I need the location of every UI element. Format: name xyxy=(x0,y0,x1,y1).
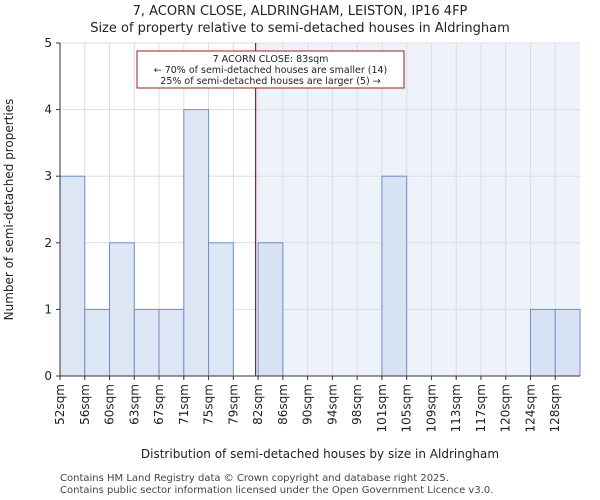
x-tick-label: 52sqm xyxy=(53,384,67,425)
annotation-line3: 25% of semi-detached houses are larger (… xyxy=(160,76,380,87)
x-tick-label: 79sqm xyxy=(226,384,240,425)
y-tick-label: 1 xyxy=(44,302,52,316)
x-tick-label: 128sqm xyxy=(548,384,562,432)
x-tick-label: 94sqm xyxy=(325,384,339,425)
x-tick-label: 117sqm xyxy=(474,384,488,432)
bar-56sqm xyxy=(84,308,111,377)
y-axis-title: Number of semi-detached properties xyxy=(2,99,16,321)
bar-67sqm xyxy=(158,308,185,377)
x-tick-label: 60sqm xyxy=(103,384,117,425)
bar-60sqm xyxy=(109,242,135,377)
x-tick-label: 109sqm xyxy=(424,384,438,432)
x-tick-label: 101sqm xyxy=(375,384,389,432)
x-tick-label: 124sqm xyxy=(523,384,537,432)
bar-75sqm xyxy=(208,242,234,377)
y-tick-label: 4 xyxy=(44,103,52,117)
x-tick-label: 56sqm xyxy=(78,384,92,425)
bar-101sqm xyxy=(381,175,408,377)
x-tick-label: 75sqm xyxy=(202,384,216,425)
annotation-box xyxy=(136,50,405,89)
x-tick-label: 67sqm xyxy=(152,384,166,425)
x-tick-label: 113sqm xyxy=(449,384,463,432)
x-tick-label: 120sqm xyxy=(499,384,513,432)
bar-63sqm xyxy=(133,308,160,377)
y-tick-label: 5 xyxy=(44,36,52,50)
bar-chart: 0 1 2 3 4 5 52sqm 56sqm 60sqm 63sqm 67sqm 71sqm 75sq… xyxy=(2,36,581,461)
bar-52sqm xyxy=(59,175,86,377)
chart-title: 7, ACORN CLOSE, ALDRINGHAM, LEISTON, IP1… xyxy=(132,4,468,19)
x-axis-title: Distribution of semi-detached houses by … xyxy=(141,447,499,461)
x-tick-label: 63sqm xyxy=(127,384,141,425)
y-tick-label: 2 xyxy=(44,236,52,250)
x-tick-label: 71sqm xyxy=(177,384,191,425)
y-tick-label: 3 xyxy=(44,169,52,183)
bar-128sqm xyxy=(554,308,581,377)
x-tick-label: 82sqm xyxy=(251,384,265,425)
annotation-line2: ← 70% of semi-detached houses are smalle… xyxy=(154,65,388,76)
chart-subtitle: Size of property relative to semi-detach… xyxy=(90,21,510,36)
x-tick-label: 105sqm xyxy=(400,384,414,432)
x-tick-label: 86sqm xyxy=(276,384,290,425)
x-tick-label: 98sqm xyxy=(350,384,364,425)
footer-line-1: Contains HM Land Registry data © Crown c… xyxy=(60,473,449,484)
y-tick-label: 0 xyxy=(44,369,52,383)
footer-line-2: Contains public sector information licen… xyxy=(60,485,494,496)
annotation-line1: 7 ACORN CLOSE: 83sqm xyxy=(213,54,329,65)
highlight-region xyxy=(255,43,580,376)
bar-71sqm xyxy=(183,109,210,377)
x-tick-label: 90sqm xyxy=(301,384,315,425)
bar-124sqm xyxy=(529,308,556,377)
bar-82sqm xyxy=(257,242,284,377)
